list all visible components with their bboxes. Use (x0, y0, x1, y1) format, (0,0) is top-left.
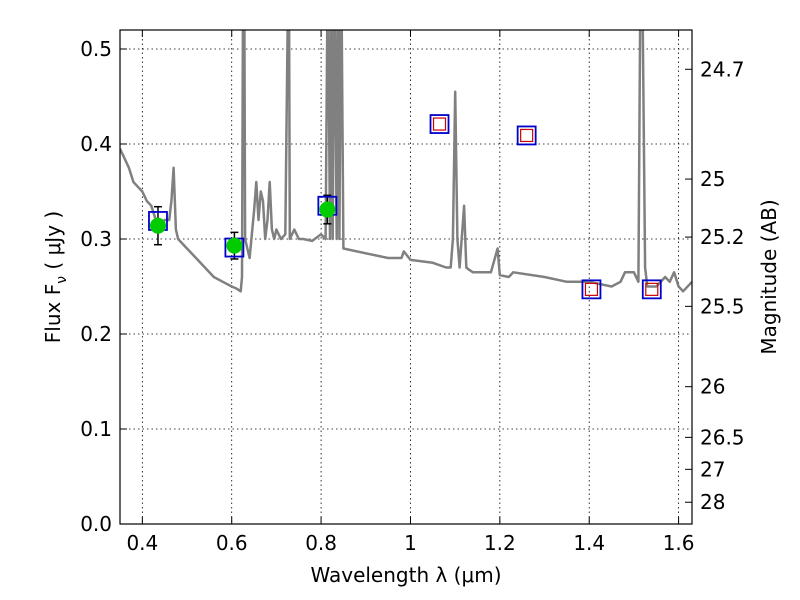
upper-limit-point (645, 282, 659, 296)
y-tick-label: 0.1 (80, 417, 112, 441)
upper-limit-point (584, 282, 599, 296)
upper-limit-point (520, 128, 534, 143)
right-tick-label: 27 (700, 457, 725, 481)
x-tick-label: 1.2 (484, 531, 516, 555)
right-tick-label: 25 (700, 167, 725, 191)
y-axis-label-main: Flux F (41, 284, 65, 343)
x-tick-label: 1.4 (573, 531, 605, 555)
plot-frame (119, 29, 693, 525)
y-axis-label: Flux Fν ( μJy ) (41, 211, 70, 343)
x-axis-label: Wavelength λ (μm) (310, 563, 501, 587)
plot-background (120, 30, 692, 524)
y-tick-label: 0.0 (80, 512, 112, 536)
template-spectrum-line (120, 30, 692, 293)
y-tick-label: 0.4 (80, 132, 112, 156)
x-tick-label: 1.6 (663, 531, 695, 555)
y-tick-label: 0.3 (80, 227, 112, 251)
upper-limit-point (432, 117, 447, 131)
right-tick-label: 24.7 (700, 57, 745, 81)
model-point (641, 279, 662, 300)
x-tick-label: 0.6 (216, 531, 248, 555)
right-tick-label: 26 (700, 375, 725, 399)
observed-point (319, 201, 336, 218)
observed-point (226, 237, 243, 254)
template-spectrum-layer (120, 30, 692, 293)
x-tick-label: 0.8 (305, 531, 337, 555)
y-tick-label: 0.2 (80, 322, 112, 346)
model-point (429, 114, 450, 134)
data-marks-layer (148, 114, 662, 300)
model-point (516, 125, 537, 146)
ticks-layer: 0.4 0.6 0.8 1 1.2 1.4 1.6 0.0 0.1 0.2 0.3 0.4 0.5 24.… (80, 30, 745, 555)
x-tick-label: 1 (404, 531, 417, 555)
y-tick-label: 0.5 (80, 37, 112, 61)
y-axis-label-unit: ( μJy ) (41, 211, 65, 276)
right-axis-label: Magnitude (AB) (757, 199, 781, 354)
model-point (581, 279, 602, 300)
y-axis-label-subscript: ν (54, 276, 70, 284)
x-tick-label: 0.4 (126, 531, 158, 555)
right-tick-label: 25.5 (700, 294, 745, 318)
right-tick-label: 25.2 (700, 225, 745, 249)
right-tick-label: 28 (700, 490, 725, 514)
observed-point (149, 217, 166, 234)
right-tick-label: 26.5 (700, 425, 745, 449)
